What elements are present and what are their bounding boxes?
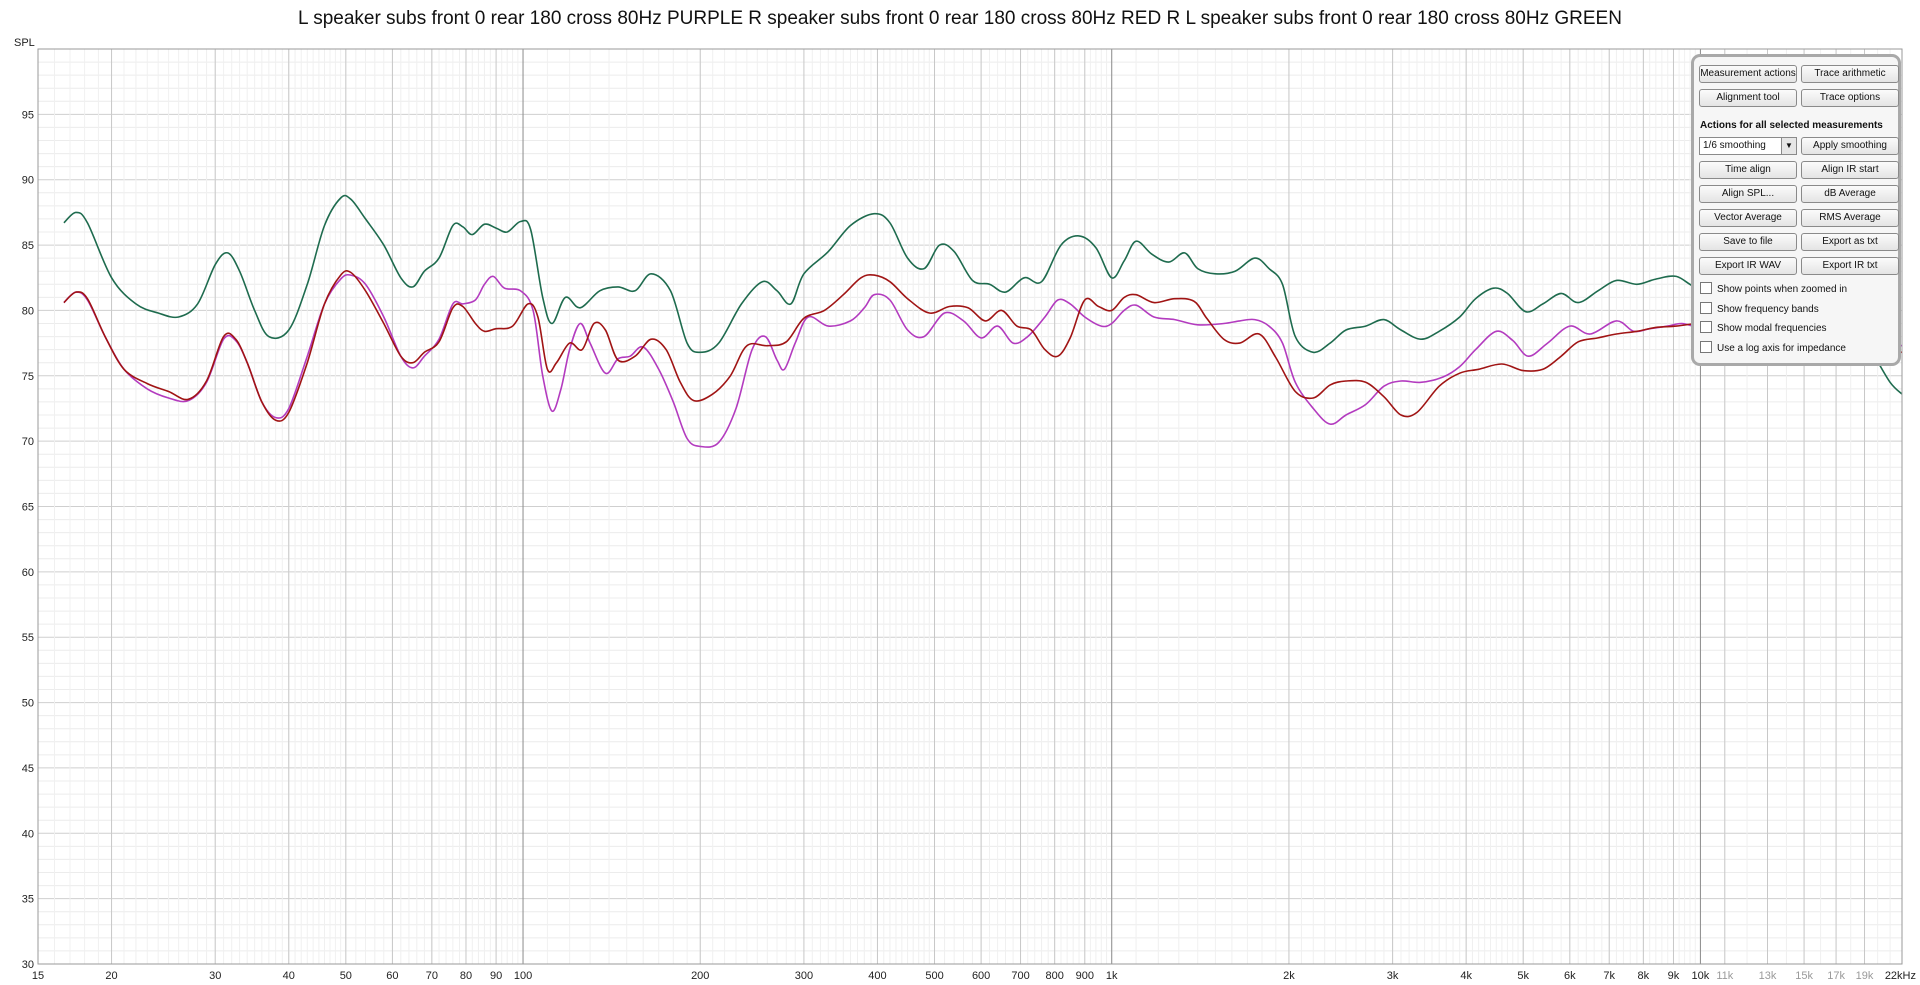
x-tick-label: 2k — [1283, 970, 1295, 982]
x-tick-label: 17k — [1827, 970, 1845, 982]
y-tick-label: 30 — [22, 959, 34, 971]
series-line-1 — [63, 194, 1903, 395]
show-frequency-bands-checkbox[interactable]: Show frequency bands — [1700, 302, 1819, 317]
align-spl-button[interactable]: Align SPL... — [1699, 185, 1797, 203]
log-axis-impedance-label: Use a log axis for impedance — [1717, 343, 1846, 354]
x-tick-label: 9k — [1668, 970, 1680, 982]
series-line-3 — [63, 270, 1903, 422]
x-axis-ticks: 15 20 30 40 50 60 70 80 90 100 200 300 400 500 600 700 8… — [32, 970, 1916, 982]
show-points-label: Show points when zoomed in — [1717, 284, 1848, 295]
x-tick-label: 900 — [1076, 970, 1094, 982]
x-tick-label: 200 — [691, 970, 709, 982]
y-tick-label: 35 — [22, 894, 34, 906]
series-lines — [63, 194, 1903, 448]
y-tick-label: 45 — [22, 763, 34, 775]
y-tick-label: 65 — [22, 502, 34, 514]
x-tick-label: 60 — [386, 970, 398, 982]
show-modal-frequencies-label: Show modal frequencies — [1717, 323, 1827, 334]
checkbox-box[interactable] — [1700, 341, 1712, 354]
save-to-file-button[interactable]: Save to file — [1699, 233, 1797, 251]
x-tick-label: 50 — [340, 970, 352, 982]
x-tick-label: 8k — [1638, 970, 1650, 982]
chart-title: L speaker subs front 0 rear 180 cross 80… — [298, 8, 1622, 29]
series-line-2 — [63, 273, 1903, 448]
x-tick-label: 700 — [1011, 970, 1029, 982]
smoothing-select-value: 1/6 smoothing — [1703, 140, 1766, 151]
checkbox-box[interactable] — [1700, 302, 1712, 315]
y-tick-label: 55 — [22, 632, 34, 644]
show-frequency-bands-label: Show frequency bands — [1717, 304, 1819, 315]
x-tick-label: 400 — [868, 970, 886, 982]
export-as-txt-button[interactable]: Export as txt — [1801, 233, 1899, 251]
x-tick-label: 20 — [105, 970, 117, 982]
show-points-checkbox[interactable]: Show points when zoomed in — [1700, 282, 1848, 297]
y-tick-label: 70 — [22, 436, 34, 448]
y-tick-label: 85 — [22, 240, 34, 252]
alignment-tool-button[interactable]: Alignment tool — [1699, 89, 1797, 107]
export-ir-txt-button[interactable]: Export IR txt — [1801, 257, 1899, 275]
rms-average-button[interactable]: RMS Average — [1801, 209, 1899, 227]
y-axis-label: SPL — [14, 37, 35, 49]
control-panel: Measurement actions Trace arithmetic Ali… — [1691, 54, 1901, 366]
export-ir-wav-button[interactable]: Export IR WAV — [1699, 257, 1797, 275]
grid — [37, 48, 1903, 965]
checkbox-box[interactable] — [1700, 321, 1712, 334]
x-tick-label: 40 — [283, 970, 295, 982]
x-tick-label: 6k — [1564, 970, 1576, 982]
x-tick-label: 70 — [426, 970, 438, 982]
y-tick-label: 40 — [22, 828, 34, 840]
smoothing-select[interactable]: 1/6 smoothing ▼ — [1699, 137, 1797, 155]
time-align-button[interactable]: Time align — [1699, 161, 1797, 179]
apply-smoothing-button[interactable]: Apply smoothing — [1801, 137, 1899, 155]
trace-arithmetic-button[interactable]: Trace arithmetic — [1801, 65, 1899, 83]
x-tick-label: 19k — [1856, 970, 1874, 982]
align-ir-start-button[interactable]: Align IR start — [1801, 161, 1899, 179]
x-tick-label: 500 — [925, 970, 943, 982]
y-tick-label: 95 — [22, 109, 34, 121]
vector-average-button[interactable]: Vector Average — [1699, 209, 1797, 227]
x-tick-label: 80 — [460, 970, 472, 982]
x-tick-label: 100 — [514, 970, 532, 982]
x-tick-label: 4k — [1460, 970, 1472, 982]
x-tick-label: 30 — [209, 970, 221, 982]
show-modal-frequencies-checkbox[interactable]: Show modal frequencies — [1700, 321, 1827, 336]
x-tick-label: 90 — [490, 970, 502, 982]
x-tick-label: 13k — [1759, 970, 1777, 982]
x-tick-label: 5k — [1517, 970, 1529, 982]
x-tick-label: 11k — [1716, 970, 1733, 982]
y-axis-ticks: 95 90 85 80 75 70 65 60 55 50 45 40 35 30 — [22, 109, 34, 971]
x-tick-label: 15k — [1795, 970, 1813, 982]
y-tick-label: 80 — [22, 305, 34, 317]
x-tick-label: 3k — [1387, 970, 1399, 982]
plot-frame — [37, 48, 1903, 965]
trace-options-button[interactable]: Trace options — [1801, 89, 1899, 107]
x-tick-label: 22kHz — [1885, 970, 1916, 982]
x-tick-label: 1k — [1106, 970, 1118, 982]
x-tick-label: 600 — [972, 970, 990, 982]
x-tick-label: 10k — [1692, 970, 1710, 982]
panel-section-heading: Actions for all selected measurements — [1700, 120, 1883, 131]
y-tick-label: 60 — [22, 567, 34, 579]
checkbox-box[interactable] — [1700, 282, 1712, 295]
db-average-button[interactable]: dB Average — [1801, 185, 1899, 203]
chevron-down-icon[interactable]: ▼ — [1781, 138, 1796, 154]
x-tick-label: 15 — [32, 970, 44, 982]
y-tick-label: 50 — [22, 698, 34, 710]
x-tick-label: 7k — [1603, 970, 1615, 982]
x-tick-label: 800 — [1045, 970, 1063, 982]
y-tick-label: 90 — [22, 175, 34, 187]
measurement-actions-button[interactable]: Measurement actions — [1699, 65, 1797, 83]
log-axis-impedance-checkbox[interactable]: Use a log axis for impedance — [1700, 341, 1846, 356]
x-tick-label: 300 — [795, 970, 813, 982]
y-tick-label: 75 — [22, 371, 34, 383]
